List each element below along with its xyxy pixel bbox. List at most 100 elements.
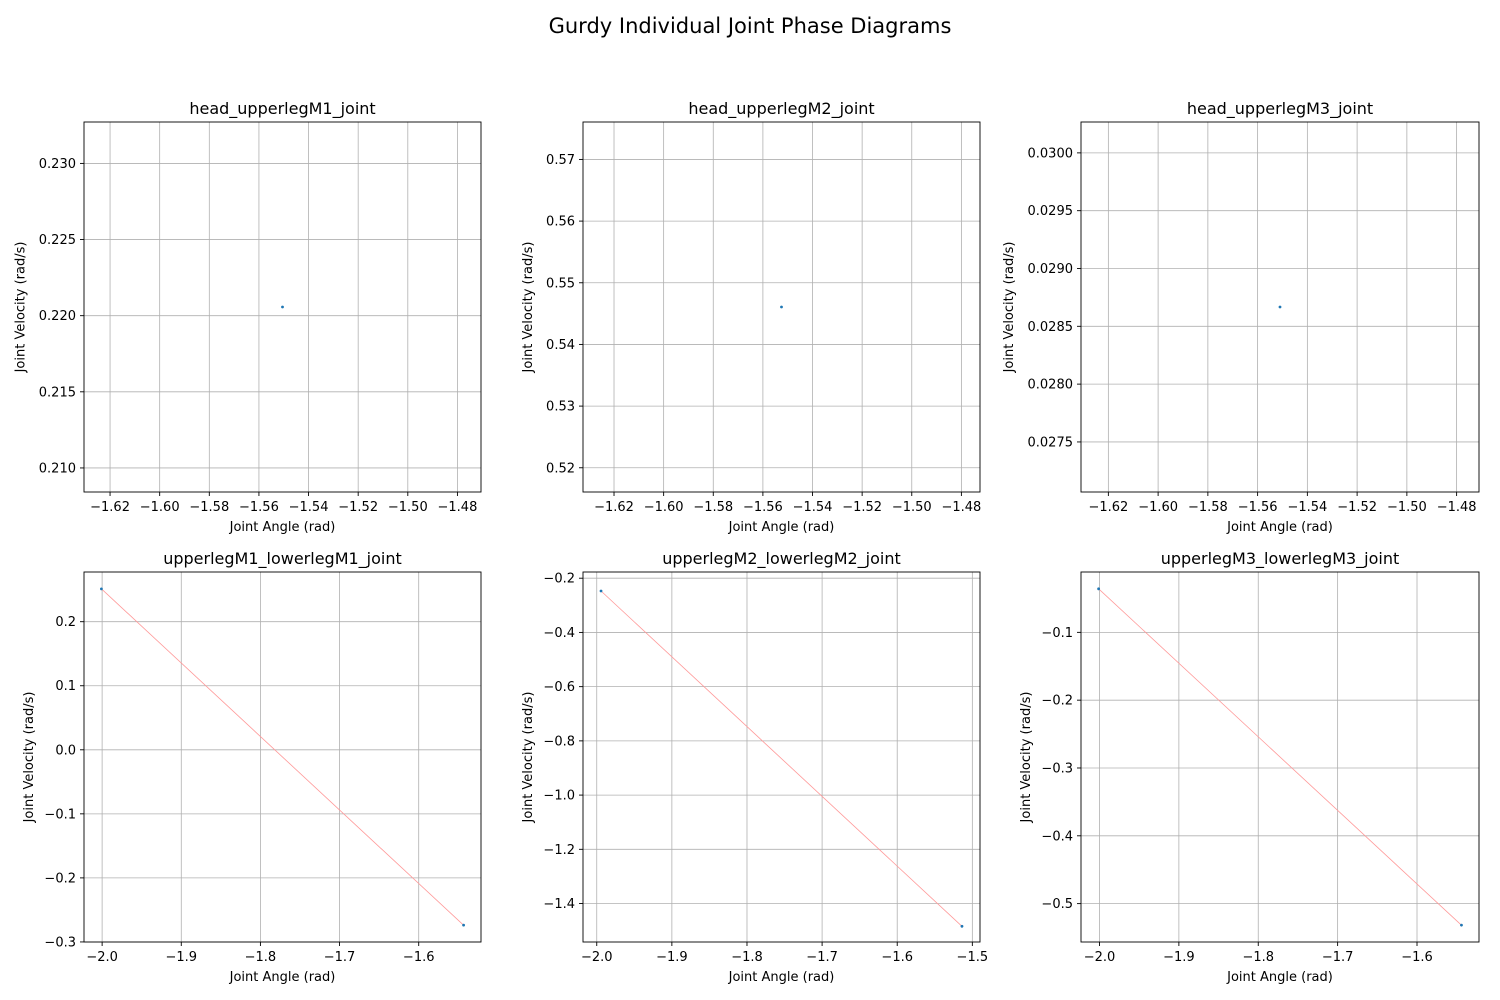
data-point bbox=[100, 587, 103, 591]
x-tick-label: −1.58 bbox=[189, 500, 229, 515]
x-tick-label: −1.5 bbox=[957, 950, 989, 965]
x-tick-label: −1.48 bbox=[941, 500, 981, 515]
x-tick-label: −1.9 bbox=[656, 950, 688, 965]
x-axis-label: Joint Angle (rad) bbox=[229, 520, 336, 535]
y-tick-label: −0.2 bbox=[543, 572, 575, 587]
data-point bbox=[1278, 305, 1282, 309]
x-tick-label: −1.60 bbox=[140, 500, 180, 515]
y-tick-label: −0.2 bbox=[1041, 694, 1073, 709]
x-tick-label: −1.62 bbox=[1088, 500, 1128, 515]
x-tick-label: −1.54 bbox=[1287, 500, 1327, 515]
x-tick-label: −2.0 bbox=[581, 950, 613, 965]
data-point bbox=[780, 305, 783, 309]
x-tick-label: −1.8 bbox=[245, 950, 277, 965]
y-tick-label: 0.225 bbox=[39, 233, 76, 248]
y-tick-label: −1.0 bbox=[543, 789, 575, 804]
y-axis-label: Joint Velocity (rad/s) bbox=[1002, 242, 1017, 374]
data-point bbox=[599, 589, 603, 593]
x-axis-label: Joint Angle (rad) bbox=[1226, 520, 1333, 535]
y-tick-label: 0.57 bbox=[546, 153, 575, 168]
y-tick-label: −1.4 bbox=[543, 897, 575, 912]
y-tick-label: −0.4 bbox=[1041, 829, 1073, 844]
y-axis-label: Joint Velocity (rad/s) bbox=[14, 242, 29, 374]
subplot-title: upperlegM1_lowerlegM1_joint bbox=[163, 549, 402, 569]
subplot-title: upperlegM2_lowerlegM2_joint bbox=[662, 549, 901, 569]
y-tick-label: 0.2 bbox=[55, 615, 76, 630]
subplot-6: −2.0 −1.9 −1.8 −1.7 −1.6 −0.5 −0.4 −0.3 −0.2 −0.1… bbox=[1019, 549, 1480, 985]
x-axis-label: Joint Angle (rad) bbox=[229, 970, 336, 985]
x-tick-label: −1.48 bbox=[438, 500, 478, 515]
axes-frame bbox=[83, 121, 482, 493]
y-tick-label: −0.5 bbox=[1041, 897, 1073, 912]
subplot-5: −2.0 −1.9 −1.8 −1.7 −1.6 −1.5 −1.4 −1.2 −1.0 −0.8… bbox=[521, 549, 988, 985]
x-tick-label: −1.52 bbox=[1337, 500, 1377, 515]
y-tick-label: 0.55 bbox=[546, 276, 575, 291]
y-tick-label: 0.230 bbox=[39, 157, 76, 172]
x-tick-label: −1.6 bbox=[1401, 950, 1433, 965]
x-tick-label: −1.56 bbox=[239, 500, 279, 515]
axes-frame bbox=[83, 571, 482, 943]
y-tick-label: 0.0290 bbox=[1028, 262, 1074, 277]
x-tick-label: −1.58 bbox=[1188, 500, 1228, 515]
y-tick-label: 0.52 bbox=[546, 461, 575, 476]
y-tick-label: 0.54 bbox=[546, 338, 575, 353]
x-tick-label: −1.54 bbox=[289, 500, 329, 515]
x-tick-label: −1.54 bbox=[793, 500, 833, 515]
x-tick-label: −1.7 bbox=[324, 950, 356, 965]
y-axis-label: Joint Velocity (rad/s) bbox=[521, 692, 536, 824]
y-tick-label: −0.4 bbox=[543, 626, 575, 641]
y-tick-label: −0.3 bbox=[44, 935, 76, 950]
y-tick-label: −0.2 bbox=[44, 871, 76, 886]
y-axis-label: Joint Velocity (rad/s) bbox=[1019, 692, 1034, 824]
data-point bbox=[1097, 587, 1101, 591]
x-tick-label: −1.50 bbox=[1387, 500, 1427, 515]
data-point bbox=[281, 305, 284, 309]
x-tick-label: −1.58 bbox=[693, 500, 733, 515]
subplot-title: upperlegM3_lowerlegM3_joint bbox=[1161, 549, 1400, 569]
y-tick-label: 0.0285 bbox=[1028, 320, 1074, 335]
data-point bbox=[960, 924, 964, 928]
x-tick-label: −1.8 bbox=[731, 950, 763, 965]
x-tick-label: −1.62 bbox=[594, 500, 634, 515]
y-tick-label: 0.0275 bbox=[1028, 435, 1074, 450]
axes-frame bbox=[582, 571, 981, 943]
x-axis-label: Joint Angle (rad) bbox=[728, 970, 835, 985]
y-tick-label: −0.1 bbox=[44, 807, 76, 822]
data-point bbox=[462, 923, 465, 927]
x-tick-label: −1.50 bbox=[892, 500, 932, 515]
x-tick-label: −1.50 bbox=[388, 500, 428, 515]
x-tick-label: −1.52 bbox=[338, 500, 378, 515]
y-axis-label: Joint Velocity (rad/s) bbox=[22, 692, 37, 824]
x-tick-label: −1.9 bbox=[165, 950, 197, 965]
x-tick-label: −2.0 bbox=[1084, 950, 1116, 965]
axes-frame bbox=[582, 121, 981, 493]
x-tick-label: −1.9 bbox=[1163, 950, 1195, 965]
y-tick-label: 0.0 bbox=[55, 743, 76, 758]
subplot-2: −1.62 −1.60 −1.58 −1.56 −1.54 −1.52 −1.50 −1.48… bbox=[521, 99, 982, 535]
x-tick-label: −2.0 bbox=[86, 950, 118, 965]
x-tick-label: −1.56 bbox=[1238, 500, 1278, 515]
x-tick-label: −1.6 bbox=[881, 950, 913, 965]
y-tick-label: 0.53 bbox=[546, 400, 575, 415]
trajectory-line bbox=[1098, 588, 1462, 926]
y-tick-label: 0.210 bbox=[39, 461, 76, 476]
trajectory-line bbox=[101, 588, 464, 926]
x-axis-label: Joint Angle (rad) bbox=[728, 520, 835, 535]
y-tick-label: −0.8 bbox=[543, 734, 575, 749]
x-tick-label: −1.48 bbox=[1437, 500, 1477, 515]
axes-frame bbox=[1080, 121, 1480, 493]
y-tick-label: 0.0295 bbox=[1028, 204, 1074, 219]
x-tick-label: −1.56 bbox=[743, 500, 783, 515]
subplot-title: head_upperlegM2_joint bbox=[688, 99, 874, 119]
x-tick-label: −1.60 bbox=[644, 500, 684, 515]
subplot-4: −2.0 −1.9 −1.8 −1.7 −1.6 −0.3 −0.2 −0.1 0.0 0.1 0.… bbox=[22, 549, 482, 985]
y-tick-label: −0.1 bbox=[1041, 626, 1073, 641]
x-tick-label: −1.52 bbox=[842, 500, 882, 515]
x-axis-label: Joint Angle (rad) bbox=[1226, 970, 1333, 985]
x-tick-label: −1.7 bbox=[806, 950, 838, 965]
x-tick-label: −1.7 bbox=[1322, 950, 1354, 965]
y-tick-label: −0.6 bbox=[543, 680, 575, 695]
x-tick-label: −1.8 bbox=[1242, 950, 1274, 965]
y-tick-label: −1.2 bbox=[543, 843, 575, 858]
